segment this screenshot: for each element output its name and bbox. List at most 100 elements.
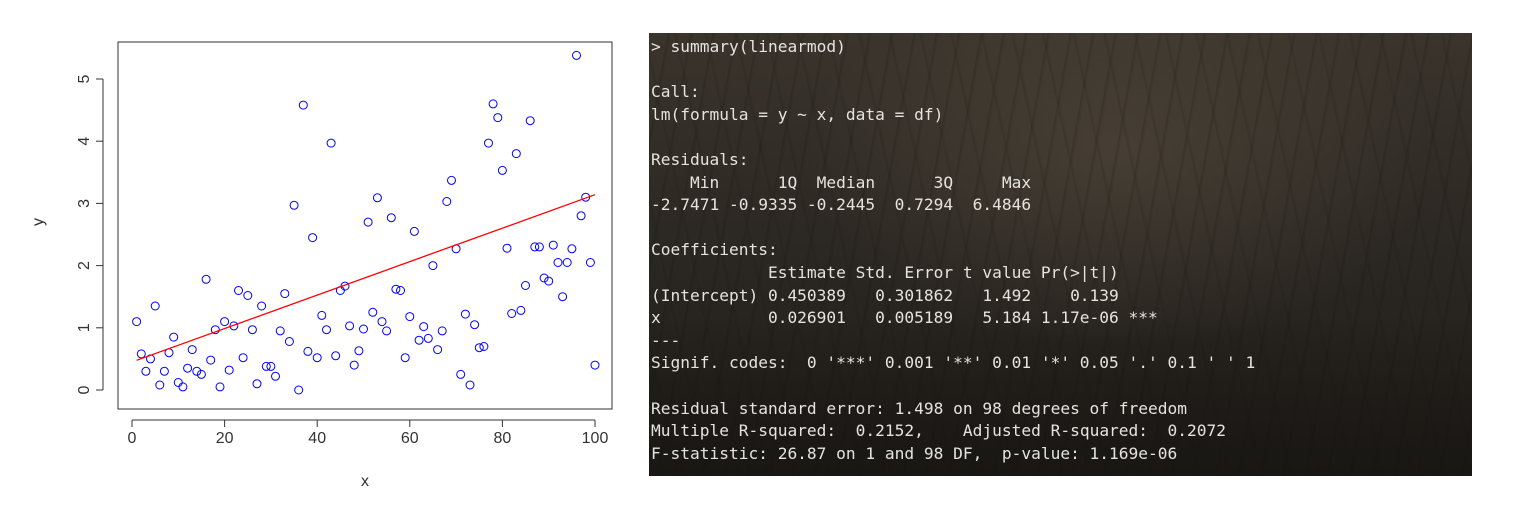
data-point (201, 274, 211, 284)
x-tick-label: 40 (308, 430, 326, 447)
data-point (354, 346, 364, 356)
data-point (196, 369, 206, 379)
data-point (521, 281, 530, 290)
data-point (303, 346, 313, 356)
console-line: (Intercept) 0.450389 0.301862 1.492 0.13… (651, 285, 1158, 305)
data-point (470, 320, 480, 330)
data-point (391, 284, 401, 294)
console-line: Coefficients: (651, 240, 778, 260)
regression-line (136, 194, 596, 361)
data-point (169, 332, 179, 342)
x-tick-label: 80 (494, 430, 512, 447)
data-point (132, 317, 142, 327)
data-point (150, 301, 160, 311)
data-point (224, 365, 234, 375)
data-point (493, 113, 503, 123)
x-axis: 0 20 40 60 80 100 (128, 419, 609, 447)
data-point (548, 240, 558, 250)
data-point (215, 382, 225, 392)
console-text: > summary(linearmod) Call: lm(formula = … (651, 36, 1255, 465)
data-point (345, 321, 355, 331)
y-tick-label: 4 (76, 137, 93, 146)
data-point (234, 286, 243, 295)
data-point (238, 353, 248, 363)
data-point (539, 273, 549, 283)
console-line: Signif. codes: 0 '***' 0.001 '**' 0.01 '… (651, 353, 1256, 373)
data-point (456, 369, 466, 379)
console-line: --- (651, 330, 681, 350)
data-point (312, 353, 322, 363)
data-point (474, 343, 484, 353)
data-point (553, 258, 563, 267)
y-axis: 0 1 2 3 4 5 (76, 74, 104, 394)
y-tick-label: 3 (76, 199, 93, 208)
data-point (284, 337, 294, 346)
data-point (447, 175, 456, 185)
data-point (141, 366, 151, 376)
data-point (173, 378, 183, 387)
data-point (298, 100, 308, 110)
data-point (502, 243, 512, 253)
data-point (317, 310, 327, 320)
data-point (359, 324, 368, 334)
data-point (271, 371, 280, 381)
data-point (280, 289, 290, 299)
data-point (516, 305, 526, 315)
data-point (386, 213, 396, 223)
data-point (322, 325, 331, 335)
data-point (247, 325, 257, 335)
data-point (183, 363, 193, 373)
data-point (229, 321, 239, 331)
data-point (428, 261, 438, 271)
data-point (423, 333, 433, 343)
data-point (460, 309, 470, 319)
data-point (155, 380, 165, 390)
data-point (243, 291, 253, 300)
scatter-points (132, 50, 600, 395)
data-point (289, 200, 299, 210)
data-point (261, 361, 271, 371)
data-point (562, 258, 572, 267)
plot-frame (117, 41, 613, 410)
data-point (400, 353, 410, 363)
data-point (585, 258, 595, 267)
x-tick-label: 100 (582, 430, 609, 447)
x-tick-label: 0 (128, 430, 137, 447)
data-point (363, 217, 373, 227)
console-line: Min 1Q Median 3Q Max (651, 172, 1041, 192)
data-point (409, 226, 419, 236)
data-point (372, 193, 382, 203)
data-point (525, 116, 535, 126)
data-point (484, 138, 493, 148)
data-point (558, 292, 568, 302)
data-point (590, 360, 600, 370)
console-line: Estimate Std. Error t value Pr(>|t|) (651, 262, 1158, 282)
data-point (572, 50, 581, 60)
data-point (159, 366, 169, 376)
data-point (437, 326, 447, 336)
data-point (414, 335, 424, 345)
data-point (405, 312, 415, 322)
console-line: lm(formula = y ~ x, data = df) (651, 104, 944, 124)
y-axis-label: y (30, 218, 47, 226)
scatter-plot: 0 1 2 3 4 5 0 20 40 60 80 100 x y (30, 41, 613, 490)
data-point (479, 342, 489, 351)
data-point (210, 325, 220, 335)
data-point (507, 309, 517, 318)
y-tick-label: 5 (76, 74, 93, 83)
data-point (442, 197, 452, 206)
data-point (465, 380, 475, 390)
console-line: Multiple R-squared: 0.2152, Adjusted R-s… (651, 421, 1236, 441)
data-point (331, 351, 341, 361)
data-point (567, 244, 577, 254)
data-point (530, 242, 540, 252)
console-line: Residuals: (651, 149, 749, 169)
data-point (308, 233, 318, 243)
console-line: Residual standard error: 1.498 on 98 deg… (651, 398, 1188, 418)
data-point (220, 317, 230, 327)
data-point (488, 99, 498, 109)
x-tick-label: 60 (401, 430, 419, 447)
data-point (187, 345, 197, 355)
data-point (544, 276, 554, 286)
console-line: -2.7471 -0.9335 -0.2445 0.7294 6.4846 (651, 195, 1041, 215)
